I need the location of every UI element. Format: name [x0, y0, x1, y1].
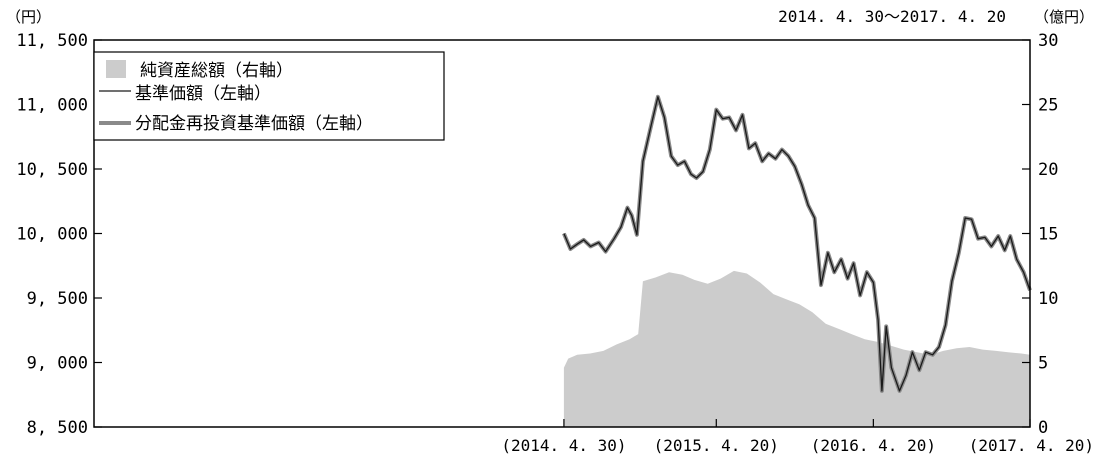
right-tick-label: 10 — [1038, 289, 1058, 309]
right-tick-label: 15 — [1038, 225, 1058, 245]
left-tick-label: 10, 500 — [16, 160, 88, 180]
legend-label-nav: 基準価額（左軸） — [135, 84, 271, 104]
period-note: 2014. 4. 30～2017. 4. 20 — [778, 7, 1006, 26]
legend-swatch-net-assets — [106, 60, 126, 78]
left-tick-label: 8, 500 — [27, 418, 88, 438]
left-tick-label: 9, 500 — [27, 289, 88, 309]
left-tick-label: 9, 000 — [27, 354, 88, 374]
x-tick-label: (2016. 4. 20) — [811, 436, 936, 455]
left-axis-unit: （円） — [6, 8, 51, 26]
left-axis: 8, 500 9, 000 9, 500 10, 000 10, 500 11, 000 1… — [16, 31, 102, 438]
x-tick-label: (2014. 4. 30) — [501, 436, 626, 455]
x-tick-label: (2015. 4. 20) — [654, 436, 779, 455]
left-tick-label: 11, 500 — [16, 31, 88, 51]
area-layer — [563, 270, 1030, 427]
right-axis: 0 5 10 15 20 25 30 — [1022, 31, 1058, 438]
legend-label-net-assets: 純資産総額（右軸） — [140, 61, 293, 81]
series-nav-line — [563, 96, 1031, 392]
legend: 純資産総額（右軸） 基準価額（左軸） 分配金再投資基準価額（左軸） — [93, 51, 445, 141]
series-net-assets-area — [563, 270, 1030, 427]
right-tick-label: 0 — [1038, 418, 1048, 438]
line-layer — [562, 94, 1032, 393]
right-tick-label: 20 — [1038, 160, 1058, 180]
legend-box — [93, 51, 445, 141]
legend-label-reinvested-nav: 分配金再投資基準価額（左軸） — [135, 114, 373, 134]
x-axis: (2014. 4. 30) (2015. 4. 20) (2016. 4. 20) (… — [501, 419, 1094, 455]
right-tick-label: 5 — [1038, 354, 1048, 374]
right-axis-unit: （億円） — [1034, 8, 1094, 26]
x-tick-label: (2017. 4. 20) — [969, 436, 1094, 455]
right-tick-label: 25 — [1038, 96, 1058, 116]
left-tick-label: 11, 000 — [16, 96, 88, 116]
right-tick-label: 30 — [1038, 31, 1058, 51]
left-tick-label: 10, 000 — [16, 225, 88, 245]
